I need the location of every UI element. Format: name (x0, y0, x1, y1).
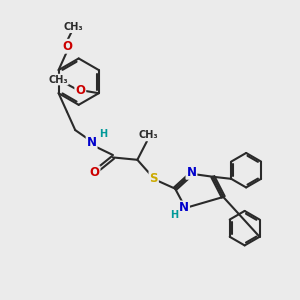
Text: H: H (170, 210, 178, 220)
Text: H: H (99, 129, 107, 139)
Text: N: N (87, 136, 97, 149)
Text: CH₃: CH₃ (48, 75, 68, 85)
Text: O: O (75, 84, 85, 98)
Text: CH₃: CH₃ (139, 130, 158, 140)
Text: N: N (179, 202, 189, 214)
Text: N: N (186, 166, 197, 179)
Text: O: O (62, 40, 72, 53)
Text: O: O (90, 167, 100, 179)
Text: S: S (149, 172, 158, 185)
Text: CH₃: CH₃ (64, 22, 83, 32)
